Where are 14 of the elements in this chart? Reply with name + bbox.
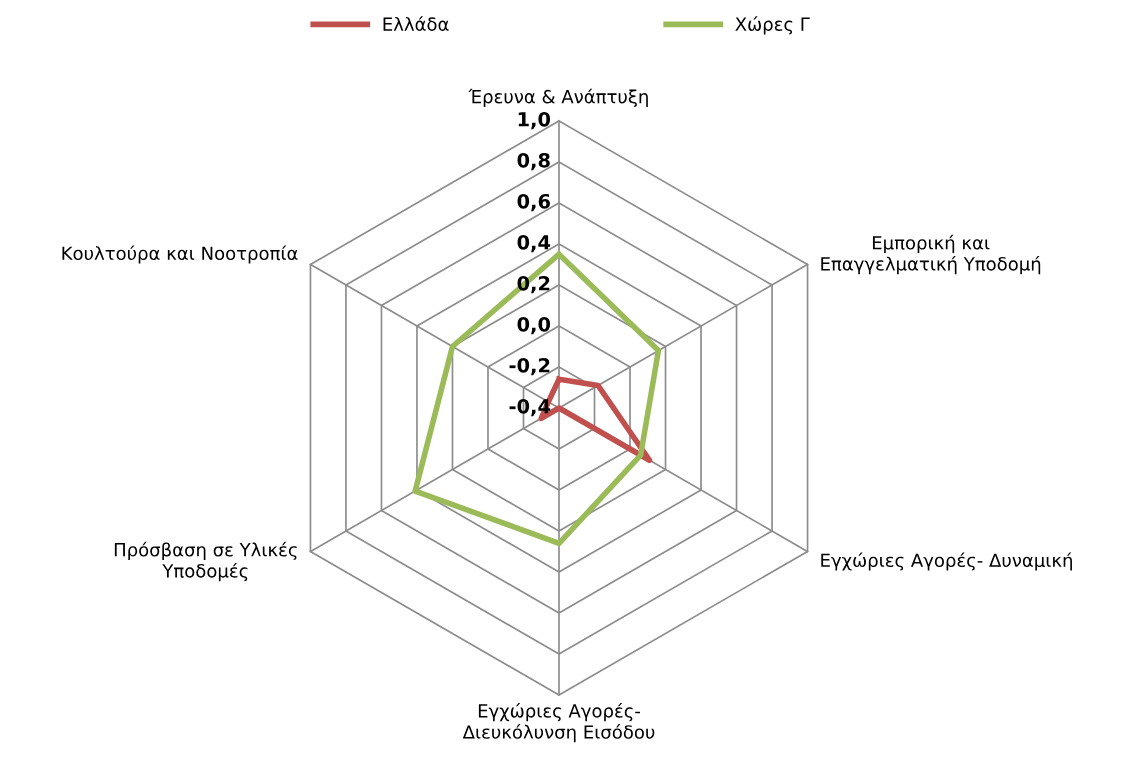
y-tick-label: 1,0 xyxy=(518,111,551,130)
spoke-label: Εμπορική και Επαγγελματική Υποδομή xyxy=(821,234,1041,275)
y-tick-label: 0,8 xyxy=(517,152,550,171)
spoke-label: Κουλτούρα και Νοοτροπία xyxy=(62,245,298,264)
legend-label: Χώρες Γ xyxy=(735,16,810,35)
y-tick-label: 0,6 xyxy=(517,193,550,212)
spoke-label: Εγχώριες Αγορές- Δυναμική xyxy=(821,552,1072,571)
spoke-label: Έρευνα & Ανάπτυξη xyxy=(468,88,648,107)
spoke-label: Εγχώριες Αγορές- Διευκόλυνση Εισόδου xyxy=(462,703,655,743)
y-tick-label: -0,2 xyxy=(509,357,550,376)
legend-label: Ελλάδα xyxy=(383,16,449,31)
y-tick-label: 0,0 xyxy=(517,316,551,335)
y-tick-label: 0,4 xyxy=(517,234,551,253)
spoke-label: Πρόσβαση σε Υλικές Υποδομές xyxy=(114,541,297,582)
